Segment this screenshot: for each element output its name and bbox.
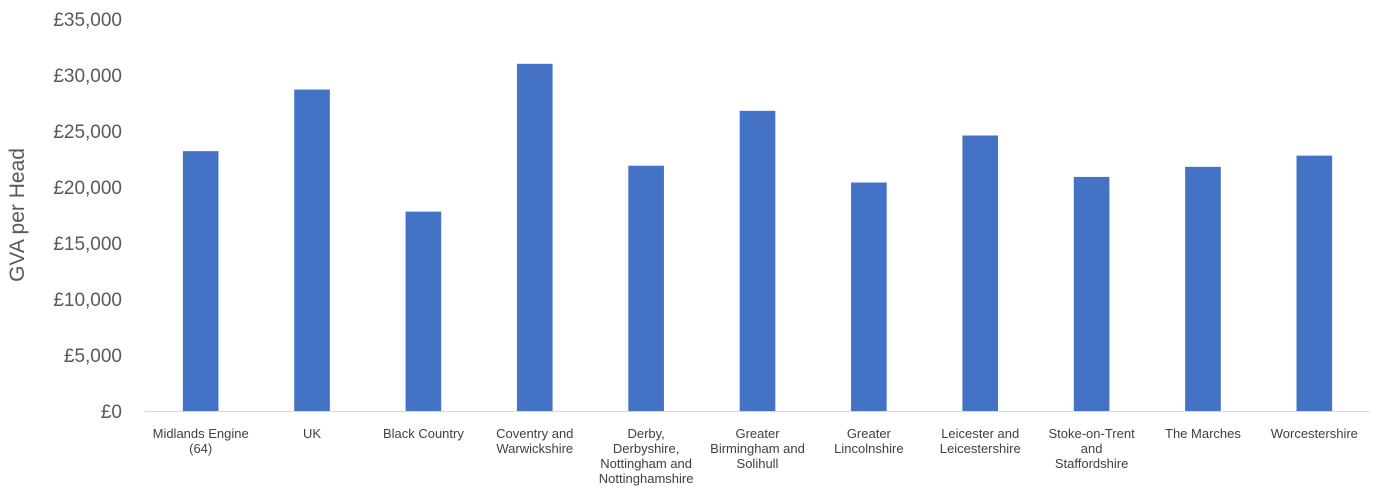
y-tick-label: £10,000 [53,290,122,311]
x-tick-label: Greater Lincolnshire [834,426,903,456]
y-tick-label: £0 [101,402,122,423]
x-tick-label: Coventry and Warwickshire [496,426,573,456]
x-tick-label: Worcestershire [1271,426,1358,441]
x-tick-label: Leicester and Leicestershire [940,426,1021,456]
y-tick-label: £5,000 [64,346,122,367]
bar [962,135,999,412]
x-tick-label: Stoke-on-Trent and Staffordshire [1048,426,1135,471]
bar [1073,176,1110,411]
x-tick-label: The Marches [1165,426,1241,441]
x-tick-label: Greater Birmingham and Solihull [710,426,805,471]
bar [851,182,887,411]
y-axis-ticks: £0 £5,000 £10,000 £15,000 £20,000 £25,000 £30,… [53,10,122,423]
bar [405,211,442,411]
x-axis-ticks: Midlands Engine (64) UK Black Country Covent… [153,426,1358,486]
bar [1185,166,1221,411]
bar [628,165,664,411]
y-tick-label: £20,000 [53,178,122,199]
bar [182,151,219,411]
y-tick-label: £30,000 [53,66,122,87]
x-tick-label: Midlands Engine (64) [153,426,249,456]
bar [1296,155,1333,411]
y-axis-label: GVA per Head [6,148,29,282]
x-tick-label: Black Country [383,426,464,441]
bar [739,110,776,411]
y-tick-label: £15,000 [53,234,122,255]
bar [516,63,553,412]
bars [182,63,1333,412]
y-tick-label: £35,000 [53,10,122,31]
x-tick-label: UK [303,426,321,441]
y-tick-label: £25,000 [53,122,122,143]
bar [294,89,330,411]
x-tick-label: Derby, Derbyshire, Nottingham and Nottingha… [599,426,694,486]
